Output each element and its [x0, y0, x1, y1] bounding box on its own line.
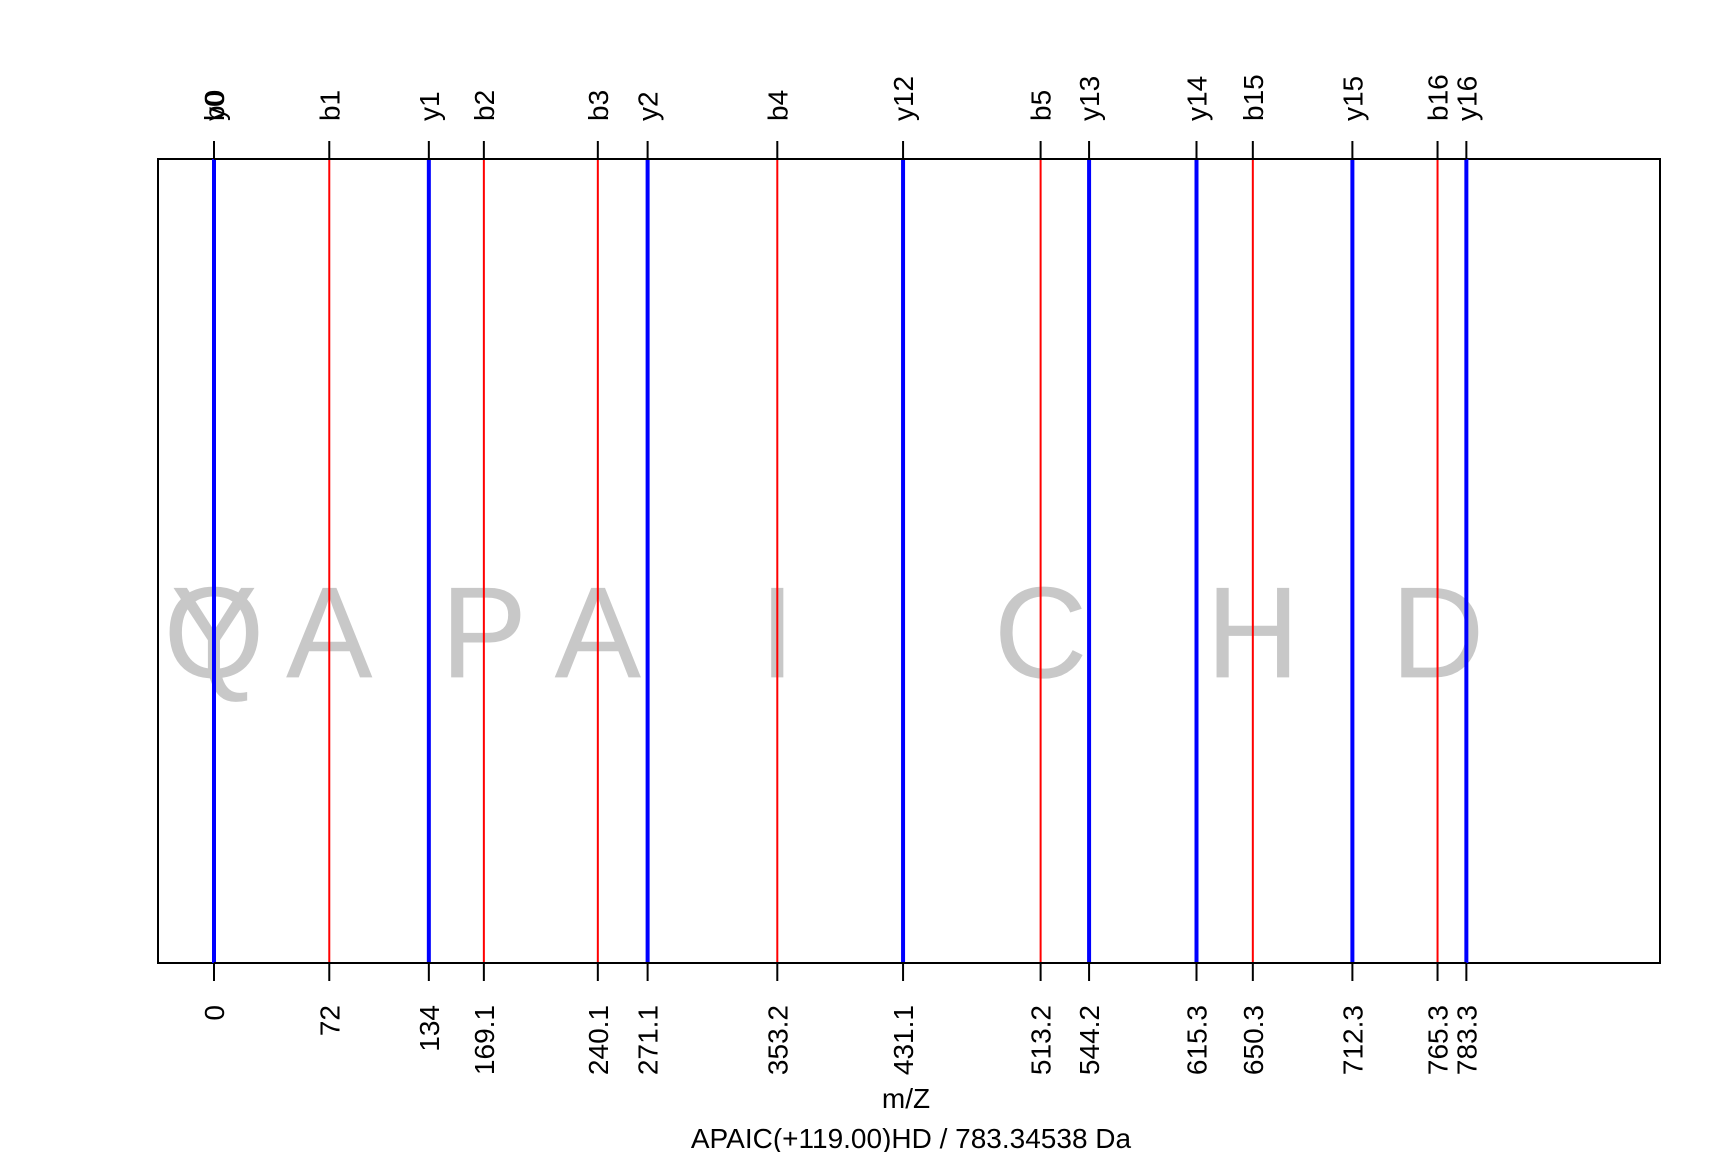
chart-title: APAIC(+119.00)HD / 783.34538 Da	[691, 1123, 1132, 1152]
ion-label-b16: b16	[1423, 74, 1454, 121]
x-axis: 0 72 134 169.1 240.1 271.1 353.2 431.1 513.2 544.…	[199, 962, 1482, 1075]
x-tick-label-6: 353.2	[762, 1005, 793, 1075]
ion-label-b1: b1	[314, 90, 345, 121]
x-tick-label-3: 169.1	[469, 1005, 500, 1075]
ion-labels: b0 b1 b2 b3 b4 b5 b15 b16 y0 y1 y2 y12 y13 y14 y15 y16	[199, 74, 1482, 121]
x-axis-title: m/Z	[882, 1083, 930, 1114]
x-tick-label-7: 431.1	[888, 1005, 919, 1075]
ion-label-b2: b2	[469, 90, 500, 121]
x-tick-label-13: 765.3	[1423, 1005, 1454, 1075]
ion-label-y15: y15	[1337, 76, 1368, 121]
ion-label-y2: y2	[633, 91, 664, 121]
ion-lines	[212, 141, 1469, 963]
x-tick-label-0: 0	[199, 1005, 230, 1021]
residue-letters: QY A P A I C H D	[163, 559, 1484, 705]
ion-label-b5: b5	[1026, 90, 1057, 121]
x-tick-label-5: 271.1	[633, 1005, 664, 1075]
ion-label-y0: y0	[199, 91, 230, 121]
x-tick-label-12: 712.3	[1337, 1005, 1368, 1075]
ion-label-b15: b15	[1238, 74, 1269, 121]
x-tick-label-9: 544.2	[1074, 1005, 1105, 1075]
x-tick-label-10: 615.3	[1182, 1005, 1213, 1075]
ion-label-b3: b3	[583, 90, 614, 121]
x-tick-label-2: 134	[414, 1005, 445, 1052]
ion-label-b4: b4	[762, 90, 793, 121]
x-tick-label-8: 513.2	[1026, 1005, 1057, 1075]
x-tick-label-14: 783.3	[1451, 1005, 1482, 1075]
ion-label-y16: y16	[1451, 76, 1482, 121]
ion-label-y12: y12	[888, 76, 919, 121]
ion-label-y14: y14	[1182, 76, 1213, 121]
ion-label-y13: y13	[1074, 76, 1105, 121]
ion-label-y1: y1	[414, 91, 445, 121]
x-tick-label-1: 72	[314, 1005, 345, 1036]
ion-label-b0: b0	[199, 90, 230, 121]
x-tick-label-4: 240.1	[583, 1005, 614, 1075]
x-tick-label-11: 650.3	[1238, 1005, 1269, 1075]
